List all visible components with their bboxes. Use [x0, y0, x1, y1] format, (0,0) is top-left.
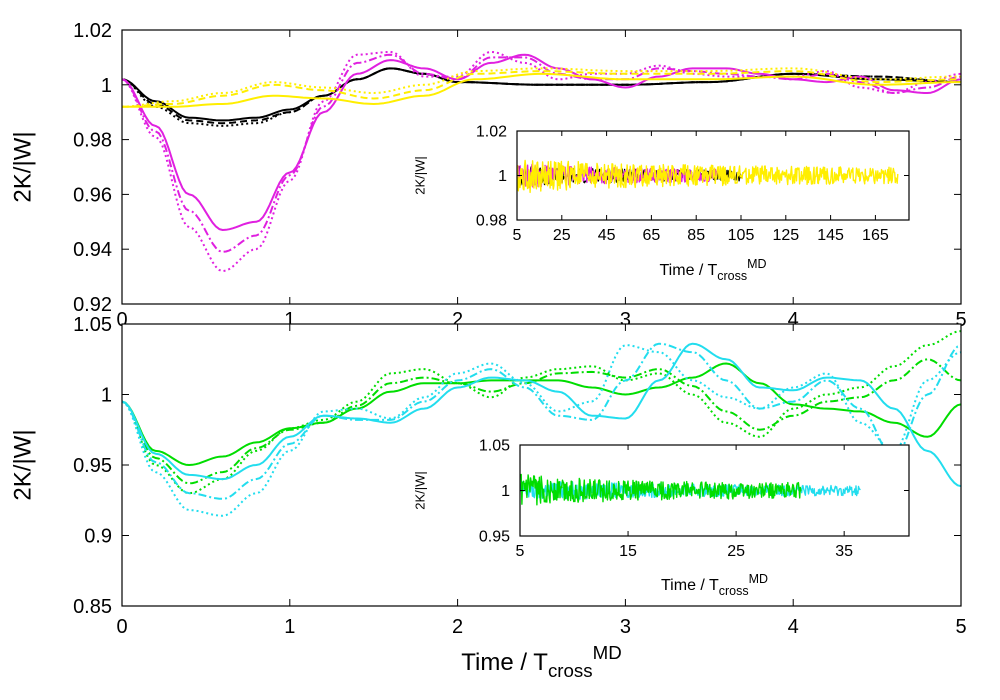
x-tick-label: 125 — [772, 227, 799, 244]
x-tick-label: 0 — [116, 616, 127, 638]
series-group — [517, 159, 899, 194]
x-tick-label: 2 — [452, 309, 463, 331]
y-tick-label: 0.94 — [73, 239, 112, 261]
series-line-1 — [520, 473, 802, 506]
x-tick-label: 2 — [452, 616, 463, 638]
y-tick-label: 1.05 — [73, 314, 112, 336]
y-axis-label: 2K/|W| — [9, 429, 36, 500]
series-line-2 — [517, 159, 899, 194]
x-tick-label: 4 — [788, 309, 799, 331]
series-line-2 — [122, 330, 961, 495]
y-tick-label: 1.02 — [476, 124, 507, 141]
x-axis-label: Time / TcrossMD — [660, 257, 767, 283]
series-line-3 — [122, 342, 961, 488]
x-tick-label: 5 — [955, 616, 966, 638]
x-tick-label: 1 — [284, 616, 295, 638]
x-tick-label: 165 — [862, 227, 889, 244]
y-axis-label: 2K/|W| — [413, 471, 428, 510]
x-tick-label: 5 — [513, 227, 522, 244]
y-axis-label: 2K/|W| — [9, 131, 36, 202]
series-line-7 — [122, 70, 961, 108]
y-tick-label: 0.96 — [73, 184, 112, 206]
y-tick-label: 0.92 — [73, 294, 112, 316]
x-tick-label: 1 — [284, 309, 295, 331]
x-tick-label: 25 — [553, 227, 571, 244]
y-tick-label: 1.05 — [479, 438, 510, 455]
x-tick-label: 5 — [955, 309, 966, 331]
series-line-2 — [122, 67, 961, 127]
plot-frame — [121, 29, 962, 305]
x-tick-label: 105 — [728, 227, 755, 244]
x-tick-label: 145 — [817, 227, 844, 244]
y-tick-label: 1.02 — [73, 20, 112, 42]
x-tick-label: 25 — [727, 543, 745, 560]
series-line-6 — [122, 72, 961, 108]
x-axis-label: Time / TcrossMD — [461, 642, 621, 681]
y-tick-label: 1 — [101, 385, 112, 407]
x-tick-label: 15 — [619, 543, 637, 560]
x-tick-label: 3 — [620, 616, 631, 638]
series-line-8 — [122, 67, 961, 108]
y-tick-label: 1 — [498, 168, 507, 185]
x-tick-label: 5 — [516, 543, 525, 560]
x-tick-label: 35 — [835, 543, 853, 560]
x-tick-label: 45 — [598, 227, 616, 244]
y-tick-label: 0.98 — [73, 130, 112, 152]
series-group — [122, 50, 961, 273]
series-group — [122, 330, 961, 517]
y-axis-label: 2K/|W| — [413, 156, 428, 195]
top-inset-panel: 5 25 45 65 85 105 125 145 165 0.98 1 1.02 2K/|W| Time… — [413, 124, 910, 283]
x-tick-label: 65 — [643, 227, 661, 244]
x-tick-label: 4 — [788, 616, 799, 638]
series-line-4 — [122, 342, 961, 500]
y-tick-label: 0.95 — [479, 529, 510, 546]
series-group — [520, 473, 861, 506]
y-tick-label: 0.9 — [84, 526, 112, 548]
x-tick-label: 85 — [687, 227, 705, 244]
y-tick-label: 0.85 — [73, 596, 112, 618]
x-tick-label: 0 — [116, 309, 127, 331]
series-line-3 — [122, 53, 961, 231]
y-tick-label: 1 — [101, 75, 112, 97]
x-axis-label: Time / TcrossMD — [661, 572, 768, 598]
x-tick-label: 3 — [620, 309, 631, 331]
series-line-0 — [122, 362, 961, 466]
y-tick-label: 0.95 — [73, 455, 112, 477]
y-tick-label: 0.98 — [476, 213, 507, 230]
series-line-1 — [122, 358, 961, 485]
bottom-inset-panel: 5 15 25 35 0.95 1 1.05 2K/|W| Time / TcrossMD — [413, 438, 910, 598]
y-tick-label: 1 — [501, 483, 510, 500]
